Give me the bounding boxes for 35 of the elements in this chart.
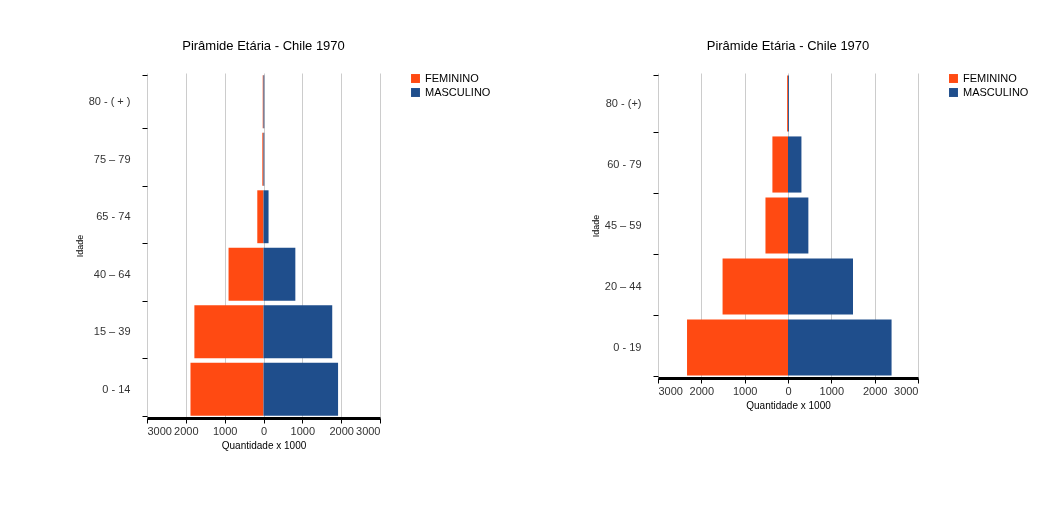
- x-tick-label: 3000: [894, 384, 919, 397]
- x-tick-label: 1000: [212, 424, 238, 437]
- x-axis-title: Quantidade x 1000: [746, 399, 832, 411]
- x-tick-label: 3000: [147, 424, 172, 437]
- y-tick-label: 75 – 79: [93, 152, 131, 165]
- y-tick-label: 60 - 79: [607, 158, 642, 170]
- y-axis-title: Idade: [74, 234, 85, 258]
- legend-label: FEMININO: [425, 71, 480, 84]
- legend-label: MASCULINO: [425, 85, 491, 98]
- x-tick-label: 3000: [356, 424, 381, 437]
- x-axis-title: Quantidade x 1000: [221, 439, 307, 451]
- x-tick-label: 2000: [174, 424, 199, 437]
- y-tick-label: 20 – 44: [604, 280, 642, 292]
- x-tick-label: 3000: [658, 384, 683, 397]
- y-tick-label: 65 - 74: [96, 210, 131, 223]
- chart-title: Pirâmide Etária - Chile 1970: [706, 38, 870, 53]
- y-tick-label: 15 – 39: [93, 325, 131, 338]
- legend-label: FEMININO: [963, 71, 1018, 84]
- x-tick-label: 1000: [819, 384, 845, 397]
- y-tick-label: 0 - 19: [613, 341, 642, 353]
- x-tick-label: 2000: [689, 384, 715, 397]
- y-tick-label: 0 - 14: [102, 382, 131, 395]
- y-axis-title: Idade: [590, 214, 601, 238]
- x-tick-label: 0: [260, 424, 268, 437]
- x-tick-label: 2000: [862, 384, 888, 397]
- x-tick-label: 1000: [290, 424, 316, 437]
- y-tick-label: 80 - ( + ): [88, 95, 131, 108]
- y-tick-label: 45 – 59: [604, 219, 642, 231]
- x-tick-label: 2000: [329, 424, 354, 437]
- y-tick-label: 80 - (+): [605, 97, 642, 109]
- x-tick-label: 0: [785, 384, 792, 397]
- chart-title: Pirâmide Etária - Chile 1970: [182, 38, 345, 53]
- legend-label: MASCULINO: [963, 85, 1029, 98]
- x-tick-label: 1000: [732, 384, 758, 397]
- y-tick-label: 40 – 64: [93, 267, 131, 280]
